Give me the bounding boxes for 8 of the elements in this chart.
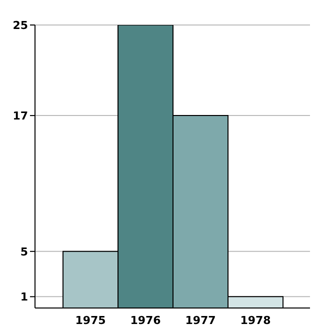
y-tick-label: 5 — [20, 245, 28, 258]
x-tick-label: 1976 — [130, 314, 162, 327]
x-tick-label: 1977 — [185, 314, 216, 327]
y-tick-label: 25 — [12, 18, 28, 32]
y-tick-label: 17 — [12, 109, 28, 122]
y-tick-label: 1 — [20, 290, 28, 304]
x-tick-label: 1975 — [75, 314, 106, 327]
x-tick-label: 1978 — [240, 314, 271, 327]
